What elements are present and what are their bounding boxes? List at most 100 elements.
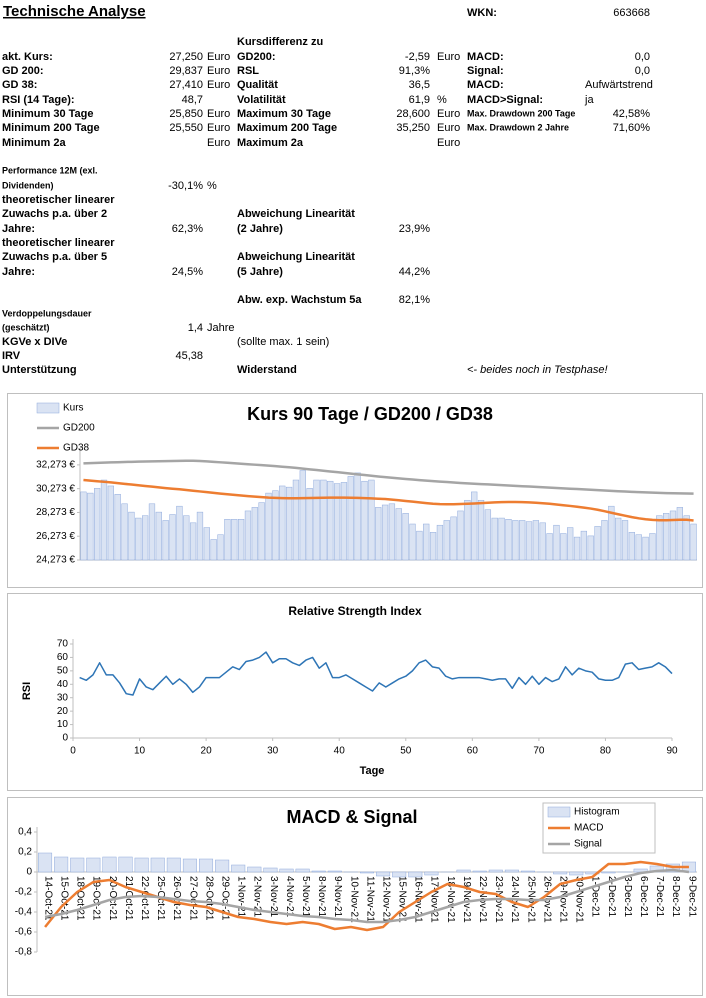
bar	[560, 533, 567, 561]
bar	[429, 532, 437, 561]
table-cell: Euro	[207, 65, 230, 77]
bar	[70, 857, 85, 873]
x-tick-label: 30-Nov-21	[574, 876, 585, 923]
data-line	[44, 868, 690, 924]
y-tick-label: 28,273 €	[36, 507, 75, 518]
table-cell: <- beides noch in Testphase!	[467, 364, 608, 376]
table-cell: Euro	[437, 108, 460, 120]
bar	[166, 857, 181, 873]
table-cell: Euro	[437, 122, 460, 134]
y-tick-label: -0,4	[15, 907, 33, 918]
table-cell: 71,60%	[613, 122, 651, 134]
bar	[128, 511, 135, 561]
table-cell: Widerstand	[237, 364, 297, 376]
bar	[395, 508, 402, 561]
table-cell: 36,5	[409, 79, 430, 91]
y-axis-label: RSI	[21, 682, 33, 700]
bar	[359, 871, 375, 874]
bar	[424, 871, 439, 876]
bar	[498, 517, 505, 561]
bar	[553, 871, 568, 875]
x-tick-label: 15-Oct-21	[59, 876, 70, 921]
bar	[375, 507, 382, 561]
table-cell: (geschätzt)	[2, 322, 50, 332]
table-cell: (2 Jahre)	[237, 223, 283, 235]
chart-frame	[7, 593, 703, 791]
bar	[381, 504, 389, 561]
table-cell: Euro	[207, 122, 230, 134]
bar	[306, 488, 313, 561]
bar	[615, 517, 622, 561]
bar	[292, 479, 300, 561]
bar	[388, 503, 396, 561]
legend-swatch	[547, 806, 571, 818]
bar	[327, 480, 334, 561]
y-tick-label: -0,2	[15, 887, 33, 898]
table-cell: Euro	[437, 137, 460, 149]
bar	[86, 857, 101, 873]
table-cell: 61,9	[409, 94, 430, 106]
legend-label: GD200	[63, 423, 95, 434]
bar	[189, 522, 197, 561]
bar	[107, 485, 114, 561]
table-cell: (5 Jahre)	[237, 266, 283, 278]
table-cell: 91,3%	[399, 65, 430, 77]
bar	[134, 857, 149, 873]
table-cell: GD200:	[237, 51, 276, 63]
bar	[628, 532, 636, 561]
bar	[182, 858, 197, 873]
table-cell: 23,9%	[399, 223, 430, 235]
bar	[54, 856, 69, 873]
bar	[601, 871, 616, 874]
table-cell: Abweichung Linearität	[237, 251, 355, 263]
bar	[94, 488, 101, 561]
x-tick-label: 17-Nov-21	[429, 876, 440, 923]
bar	[80, 491, 87, 561]
bar	[183, 515, 190, 561]
x-tick-label: 19-Oct-21	[91, 876, 102, 921]
bar	[436, 524, 444, 561]
table-cell: Jahre	[207, 322, 235, 334]
table-cell: -2,59	[405, 51, 430, 63]
table-cell: Euro	[207, 108, 230, 120]
bar	[649, 533, 656, 561]
bar	[601, 520, 608, 561]
y-tick-label: 32,273 €	[36, 460, 75, 471]
table-cell: -30,1%	[168, 180, 203, 192]
x-tick-label: 0	[70, 746, 76, 757]
table-cell: GD 200:	[2, 65, 44, 77]
y-tick-label: -0,6	[15, 927, 33, 938]
table-cell: Maximum 200 Tage	[237, 122, 337, 134]
table-cell: Zuwachs p.a. über 2	[2, 208, 107, 220]
x-tick-label: 9-Dec-21	[686, 876, 697, 918]
table-cell: %	[437, 94, 447, 106]
legend-label: Histogram	[574, 807, 620, 818]
bar	[512, 520, 519, 561]
bar	[333, 483, 341, 561]
x-tick-label: 21-Oct-21	[123, 876, 134, 921]
bar	[663, 513, 670, 561]
bar	[148, 503, 156, 561]
table-cell: %	[207, 180, 217, 192]
bar	[327, 870, 342, 873]
bar	[491, 517, 498, 561]
bar	[141, 515, 149, 561]
wkn-label: WKN:	[467, 7, 497, 19]
chart-title: MACD & Signal	[286, 807, 417, 827]
y-tick-label: 30,273 €	[36, 483, 75, 494]
bar	[546, 533, 553, 561]
y-tick-label: 30	[57, 692, 69, 703]
table-cell: 48,7	[182, 94, 203, 106]
x-tick-label: 7-Dec-21	[654, 876, 665, 918]
table-cell: 29,837	[169, 65, 203, 77]
table-cell: 1,4	[188, 322, 203, 334]
y-tick-label: 50	[57, 665, 69, 676]
bar	[573, 536, 581, 561]
bar	[231, 519, 238, 561]
x-tick-label: 18-Oct-21	[75, 876, 86, 921]
table-cell: 0,0	[635, 51, 650, 63]
x-tick-label: 8-Dec-21	[670, 876, 681, 918]
bar	[224, 519, 231, 561]
table-cell: Maximum 2a	[237, 137, 304, 149]
